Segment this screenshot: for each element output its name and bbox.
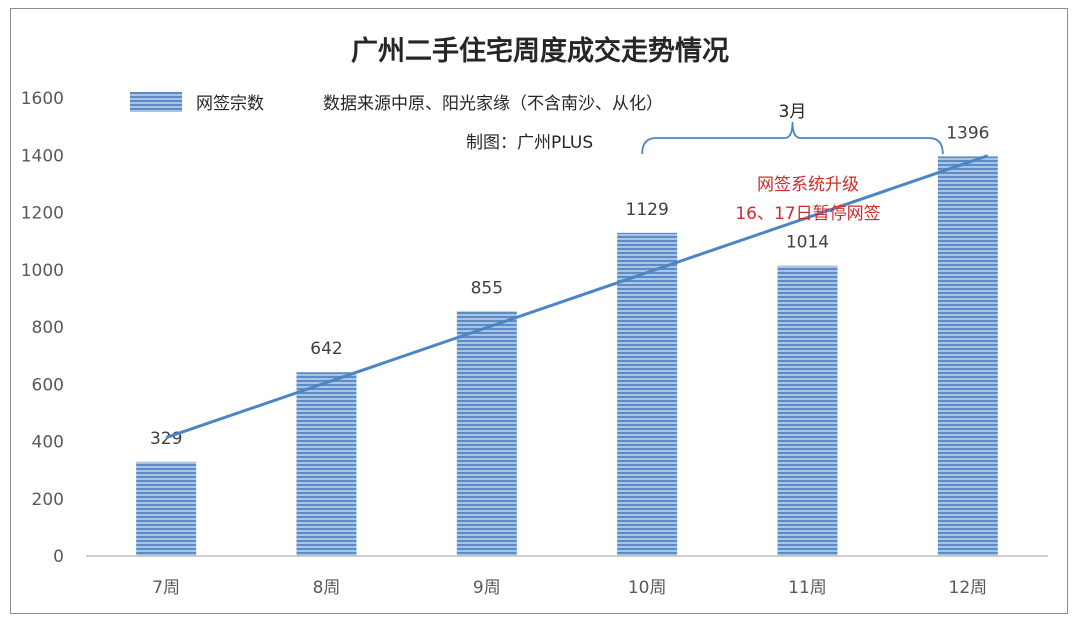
month-bracket (641, 121, 944, 155)
credit-note: 制图：广州PLUS (466, 133, 593, 153)
bar (296, 372, 357, 556)
x-axis-labels: 7周 8周 9周 10周 11周 12周 (152, 578, 987, 598)
chart-title: 广州二手住宅周度成交走势情况 (351, 35, 729, 67)
annotation-note-line2: 16、17日暂停网签 (735, 204, 880, 224)
y-tick-label: 1000 (21, 261, 64, 281)
data-label: 329 (150, 429, 182, 449)
x-tick-label: 10周 (628, 578, 667, 598)
y-axis: 0 200 400 600 800 1000 1200 1400 1600 (21, 89, 64, 567)
x-tick-label: 12周 (949, 578, 988, 598)
y-tick-label: 0 (53, 547, 64, 567)
legend-swatch (130, 92, 182, 112)
bar (777, 265, 838, 556)
y-tick-label: 1400 (21, 146, 64, 166)
legend-label: 网签宗数 (196, 94, 264, 114)
source-note: 数据来源中原、阳光家缘（不含南沙、从化） (323, 94, 663, 114)
data-label: 1396 (946, 123, 989, 143)
bar (136, 461, 197, 556)
x-tick-label: 9周 (473, 578, 501, 598)
annotation-note-line1: 网签系统升级 (757, 175, 859, 195)
y-tick-label: 1600 (21, 89, 64, 109)
data-label: 642 (310, 339, 342, 359)
bracket-label: 3月 (779, 102, 807, 122)
y-tick-label: 1200 (21, 204, 64, 224)
x-tick-label: 11周 (788, 578, 827, 598)
bars-group (136, 156, 998, 557)
bar (937, 156, 998, 556)
y-tick-label: 600 (32, 375, 64, 395)
x-tick-label: 8周 (313, 578, 341, 598)
y-tick-label: 200 (32, 490, 64, 510)
data-label: 1014 (786, 233, 829, 253)
data-label: 855 (471, 278, 503, 298)
data-label: 1129 (626, 200, 669, 220)
trendline (165, 154, 989, 439)
bar (456, 311, 517, 556)
data-labels: 329 642 855 1129 1014 1396 (150, 123, 990, 448)
bar (617, 232, 678, 557)
y-tick-label: 400 (32, 433, 64, 453)
x-tick-label: 7周 (152, 578, 180, 598)
y-tick-label: 800 (32, 318, 64, 338)
